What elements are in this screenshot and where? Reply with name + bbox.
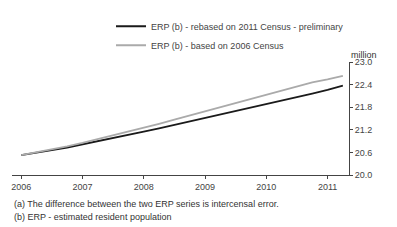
svg-text:23.0: 23.0: [355, 57, 373, 67]
svg-text:(b) ERP - estimated resident p: (b) ERP - estimated resident population: [14, 212, 171, 222]
svg-text:2007: 2007: [72, 182, 92, 192]
svg-text:2010: 2010: [256, 182, 276, 192]
svg-text:million: million: [351, 50, 377, 60]
svg-text:(a) The difference between the: (a) The difference between the two ERP s…: [14, 199, 279, 209]
svg-text:2006: 2006: [11, 182, 31, 192]
svg-text:20.6: 20.6: [355, 148, 373, 158]
svg-text:2008: 2008: [134, 182, 154, 192]
svg-text:21.2: 21.2: [355, 125, 373, 135]
svg-text:ERP (b) - rebased on 2011 Cens: ERP (b) - rebased on 2011 Census - preli…: [151, 22, 343, 32]
svg-text:2009: 2009: [195, 182, 215, 192]
svg-text:2011: 2011: [318, 182, 337, 192]
svg-text:21.8: 21.8: [355, 102, 373, 112]
svg-text:22.4: 22.4: [355, 80, 373, 90]
svg-text:ERP (b) - based on 2006 Census: ERP (b) - based on 2006 Census: [151, 41, 284, 51]
svg-text:20.0: 20.0: [355, 170, 373, 180]
